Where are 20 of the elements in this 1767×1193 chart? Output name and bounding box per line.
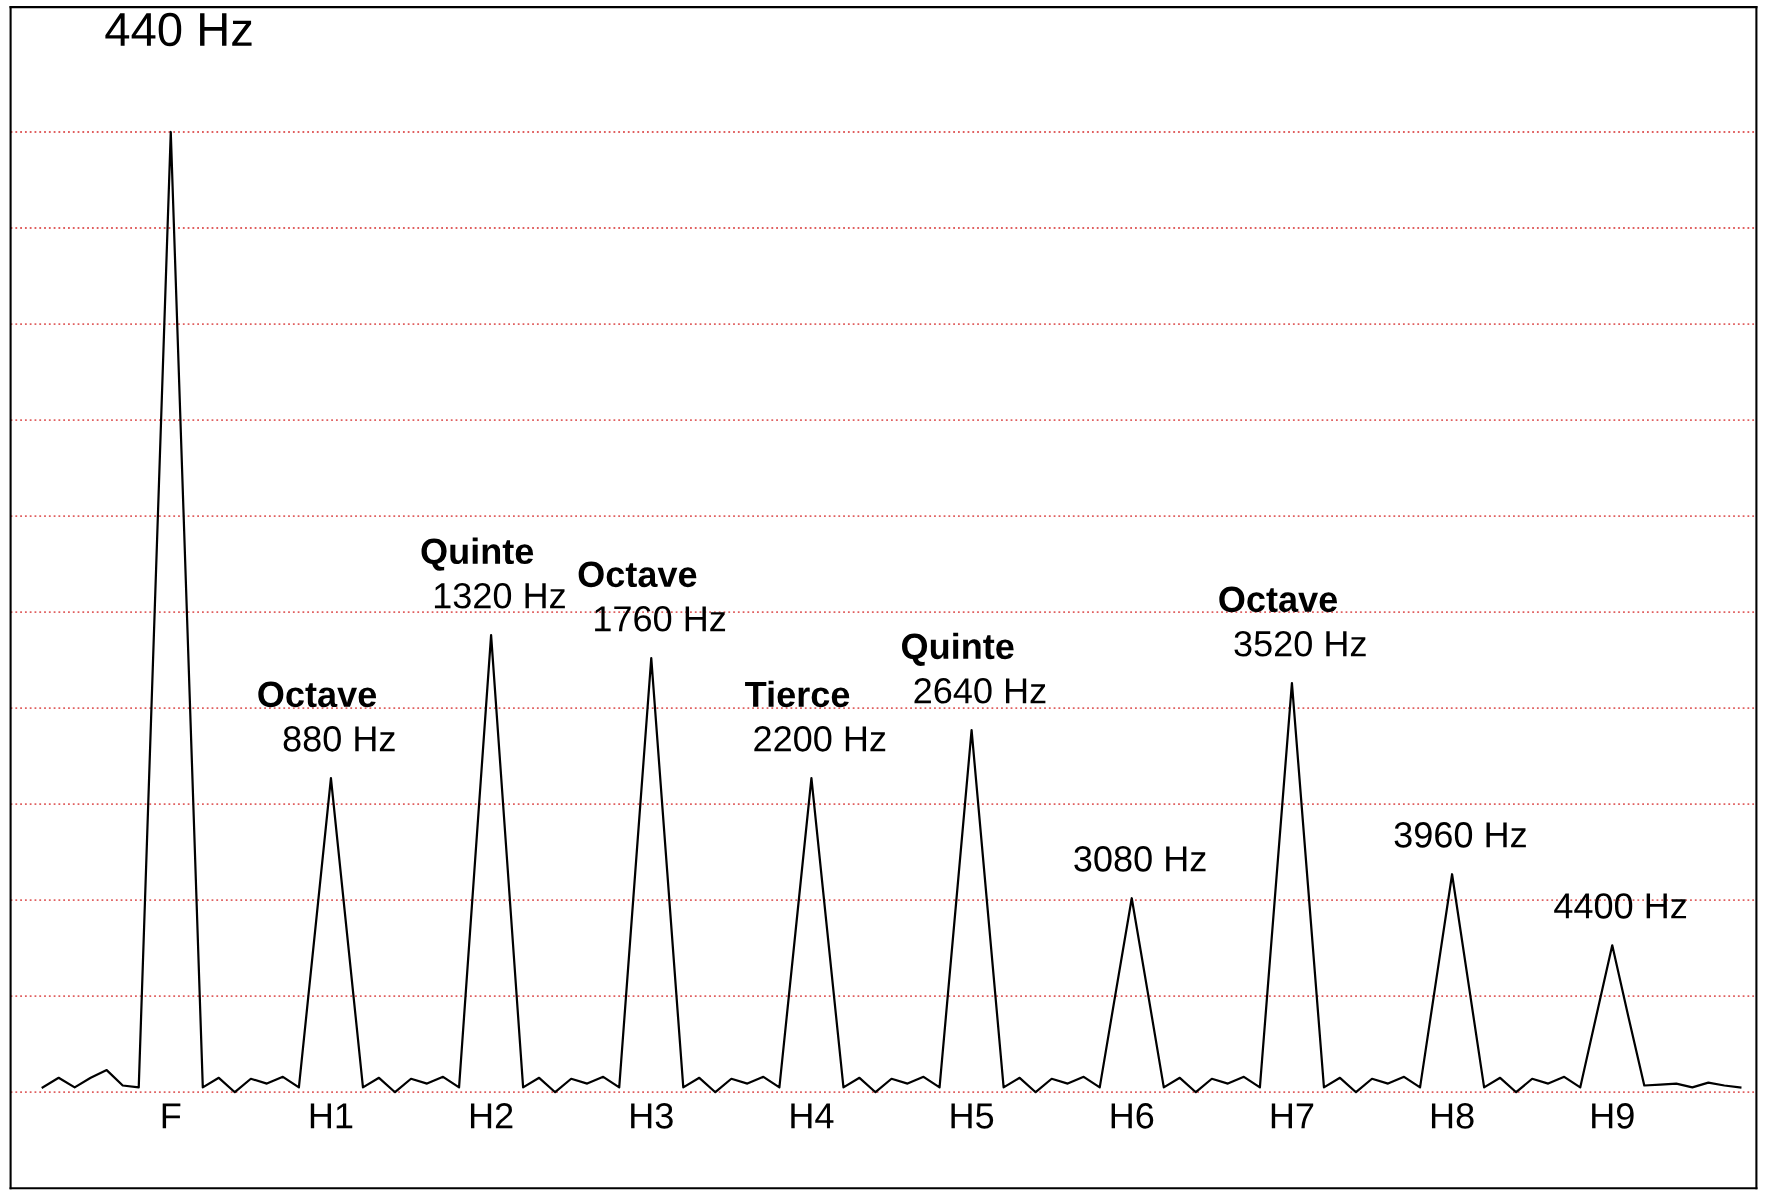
- x-tick-label: H9: [1592, 1103, 1634, 1129]
- annotation: Quinte 2640 Hz: [902, 632, 1046, 704]
- annotation: 440 Hz: [105, 12, 252, 47]
- x-tick-label: H8: [1431, 1103, 1474, 1129]
- x-tick-label: H2: [470, 1103, 513, 1129]
- annotation: 4400 Hz: [1554, 893, 1687, 919]
- x-tick-label: H6: [1111, 1103, 1154, 1129]
- x-tick-label: H7: [1271, 1103, 1314, 1129]
- annotation: Octave 880 Hz: [258, 681, 395, 752]
- x-tick-label: H3: [631, 1103, 673, 1129]
- annotation: Octave 3520 Hz: [1219, 586, 1366, 657]
- annotation: 3960 Hz: [1394, 822, 1526, 848]
- x-tick-label: F: [162, 1103, 181, 1129]
- annotation: 3080 Hz: [1074, 846, 1206, 872]
- annotation: Octave 1760 Hz: [578, 561, 726, 632]
- x-tick-label: H1: [310, 1103, 353, 1129]
- x-tick-label: H5: [951, 1103, 994, 1129]
- annotation: Quinte 1320 Hz: [421, 537, 565, 609]
- x-tick-label: H4: [791, 1103, 834, 1129]
- annotation: Tierce 2200 Hz: [745, 680, 886, 752]
